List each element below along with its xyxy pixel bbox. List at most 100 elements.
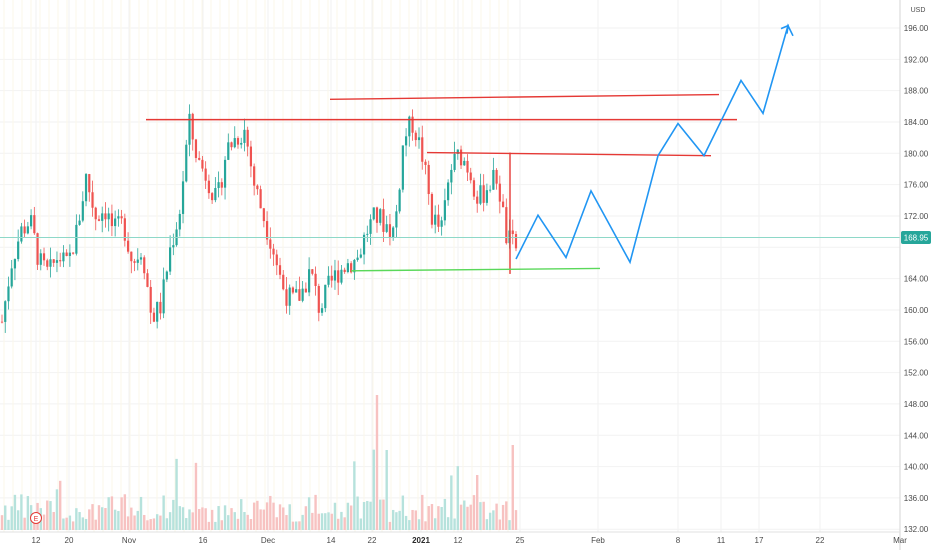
candle-body — [227, 142, 230, 160]
resistance-line[interactable] — [329, 93, 720, 100]
candle-body — [68, 252, 71, 256]
candle-body — [333, 270, 337, 281]
candle-body — [295, 289, 298, 293]
volume-bar — [7, 519, 10, 530]
candle-body — [262, 208, 265, 222]
volume-bar — [126, 516, 130, 530]
volume-bar — [123, 494, 127, 530]
candle-body — [204, 168, 207, 181]
volume-bar — [0, 515, 4, 530]
volume-bar — [49, 501, 52, 530]
candle-body — [162, 279, 165, 314]
candle-body — [181, 181, 185, 214]
volume-bar — [450, 475, 453, 530]
y-tick-label: 160.00 — [904, 306, 929, 315]
candle-body — [398, 189, 401, 212]
x-tick-label: Nov — [122, 536, 136, 545]
volume-bar — [194, 462, 198, 530]
candle-body — [172, 245, 175, 248]
candle-body — [424, 161, 427, 165]
support-line[interactable] — [350, 267, 601, 272]
candle-body — [130, 251, 133, 262]
volume-bar — [372, 449, 375, 530]
candle-body — [256, 185, 259, 190]
x-tick-label: 2021 — [412, 536, 430, 545]
candle-body — [104, 213, 107, 220]
resistance-line[interactable] — [426, 151, 712, 157]
earnings-marker[interactable]: E — [30, 512, 42, 524]
candle-body — [33, 215, 36, 234]
y-tick-label: 164.00 — [904, 275, 929, 284]
volume-bar — [249, 519, 253, 530]
candle-body — [298, 289, 301, 301]
candle-body — [165, 271, 168, 280]
volume-bar — [291, 521, 295, 530]
candle-body — [240, 142, 243, 145]
volume-bar — [346, 502, 350, 530]
x-tick-label: 22 — [816, 536, 825, 545]
candle-body — [288, 287, 291, 306]
candle-body — [466, 160, 469, 173]
candle-body — [7, 286, 10, 302]
volume-bar — [191, 512, 194, 530]
candle-body — [511, 230, 514, 235]
volume-bar — [130, 507, 133, 530]
candle-body — [46, 260, 49, 267]
volume-bar — [359, 518, 363, 530]
volume-bar — [88, 509, 91, 530]
candle-body — [404, 136, 408, 146]
volume-bar — [197, 509, 201, 530]
candle-body — [81, 201, 84, 221]
candle-body — [230, 142, 233, 148]
projection-arrow-head — [780, 24, 789, 34]
candle-body — [94, 207, 97, 220]
volume-bar — [81, 517, 85, 530]
volume-bar — [282, 507, 285, 530]
candle-body — [178, 213, 181, 230]
volume-bar — [459, 504, 463, 530]
candle-body — [327, 275, 330, 285]
volume-bar — [143, 514, 146, 530]
volume-bar — [298, 521, 301, 530]
volume-bar — [52, 511, 55, 530]
volume-bar — [136, 510, 139, 530]
candle-body — [10, 268, 13, 287]
drawings — [146, 23, 794, 274]
candle-body — [152, 312, 156, 322]
volume-bar — [401, 495, 405, 530]
candle-body — [311, 269, 314, 274]
candle-body — [52, 259, 55, 263]
x-tick-label: 11 — [717, 536, 726, 545]
candle-body — [495, 169, 498, 184]
volume-bar — [307, 497, 311, 530]
volume-bar — [223, 505, 227, 530]
candle-body — [88, 174, 91, 193]
volume-bar — [133, 515, 136, 530]
candle-body — [375, 207, 379, 223]
volume-bar — [333, 502, 337, 530]
candle-body — [223, 159, 227, 188]
candle-body — [285, 289, 288, 306]
candle-body — [75, 224, 78, 254]
candle-body — [84, 174, 88, 202]
y-tick-label: 140.00 — [904, 463, 929, 472]
candle-body — [505, 207, 508, 244]
volume-bar — [262, 509, 266, 530]
candle-body — [233, 138, 236, 148]
volume-bar — [204, 508, 207, 530]
volume-bar — [23, 517, 26, 530]
volume-bar — [466, 506, 469, 530]
current-price-badge: 168.95 — [901, 231, 931, 244]
volume-bar — [240, 499, 243, 530]
volume-bar — [227, 515, 230, 530]
volume-bar — [320, 513, 324, 530]
candle-body — [217, 182, 220, 189]
volume-bar — [252, 502, 256, 530]
volume-bar — [65, 517, 68, 530]
volume-bar — [233, 512, 236, 530]
volume-bar — [236, 518, 240, 530]
candle-body — [369, 219, 372, 234]
y-tick-label: 148.00 — [904, 400, 929, 409]
projection-path[interactable] — [515, 23, 794, 265]
volume-bar — [246, 514, 249, 530]
